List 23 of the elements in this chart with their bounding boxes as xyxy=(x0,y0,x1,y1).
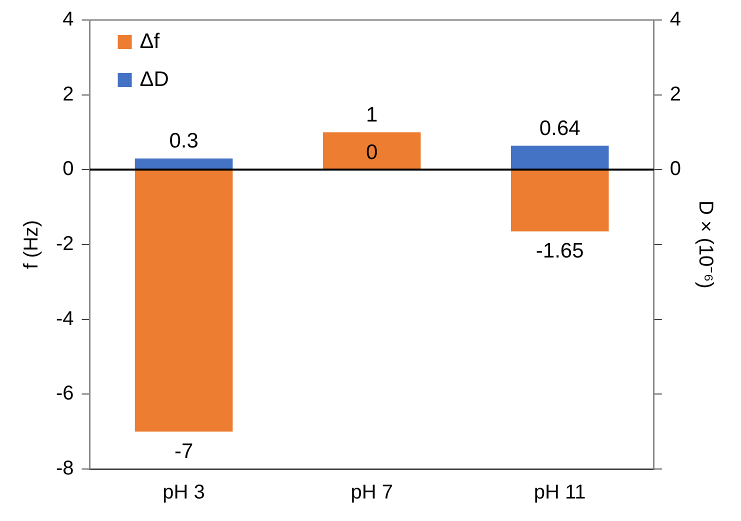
y-tick-label: -4 xyxy=(56,308,74,330)
y2-tick-label: 4 xyxy=(670,8,681,31)
y-tick-label: 2 xyxy=(62,83,74,106)
y2-tick-label: 2 xyxy=(670,83,681,106)
data-label: 1 xyxy=(366,104,378,127)
data-label: -1.65 xyxy=(536,240,584,263)
legend-label: ΔD xyxy=(140,68,169,91)
legend-label: Δf xyxy=(140,30,160,53)
y-tick-label: 4 xyxy=(62,8,74,31)
x-tick-label: pH 3 xyxy=(162,482,205,504)
y2-axis-title: D × (10⁻⁶) xyxy=(694,200,716,289)
data-label: 0.64 xyxy=(539,117,581,140)
y-tick-label: -6 xyxy=(56,382,74,405)
y-tick-label: 0 xyxy=(62,158,74,180)
data-label: -7 xyxy=(174,440,194,463)
y-tick-label: -2 xyxy=(56,233,74,256)
y-axis-title: f (Hz) xyxy=(20,220,43,269)
y-tick-label: -8 xyxy=(56,458,74,480)
data-label: 0 xyxy=(366,140,378,164)
x-tick-label: pH 11 xyxy=(534,482,586,504)
data-label: 0.3 xyxy=(169,130,198,153)
x-tick-label: pH 7 xyxy=(350,482,393,504)
y2-tick-label: 0 xyxy=(670,158,681,180)
